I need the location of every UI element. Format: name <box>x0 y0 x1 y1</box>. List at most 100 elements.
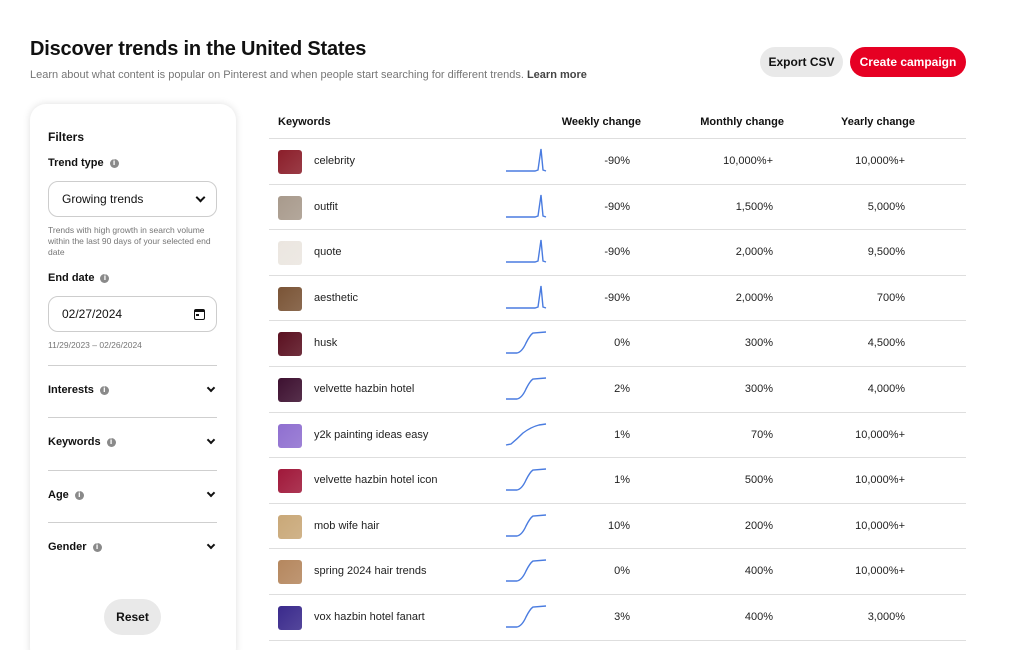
yearly-change-value: 9,500% <box>867 246 905 259</box>
yearly-change-value: 10,000%+ <box>855 474 905 487</box>
sparkline-path <box>506 468 547 491</box>
subtitle-text: Learn about what content is popular on P… <box>30 69 524 81</box>
sparkline-path <box>506 148 547 172</box>
trend-sparkline <box>506 468 547 491</box>
keyword-label[interactable]: aesthetic <box>314 291 359 304</box>
chevron-down-icon <box>206 383 216 393</box>
table-row[interactable]: aesthetic -90% 2,000% 700% <box>269 276 966 322</box>
trend-sparkline <box>506 240 547 263</box>
trend-sparkline <box>506 194 547 218</box>
accordion-interests-text: Interests <box>48 384 94 396</box>
keyword-label[interactable]: y2k painting ideas easy <box>314 428 429 441</box>
table-row[interactable]: husk 0% 300% 4,500% <box>269 321 966 367</box>
keyword-label[interactable]: outfit <box>314 200 338 213</box>
weekly-change-value: -90% <box>604 155 630 167</box>
monthly-change-value: 400% <box>744 565 773 578</box>
table-row[interactable]: vox hazbin hotel fanart 3% 400% 3,000% <box>269 595 966 641</box>
chevron-down-icon <box>206 540 216 550</box>
yearly-change-value: 4,500% <box>867 337 905 350</box>
monthly-change-value: 1,500% <box>735 200 773 213</box>
create-campaign-button[interactable]: Create campaign <box>850 47 966 77</box>
info-icon[interactable]: i <box>109 158 119 168</box>
trend-sparkline <box>506 285 547 309</box>
keyword-label[interactable]: velvette hazbin hotel <box>314 382 415 395</box>
sparkline-path <box>505 422 547 446</box>
table-row[interactable]: y2k painting ideas easy 1% 70% 10,000%+ <box>269 413 966 459</box>
header-weekly-change[interactable]: Weekly change <box>561 116 641 128</box>
trends-table: Keywords Weekly change Monthly change Ye… <box>269 106 966 641</box>
weekly-change-value: -90% <box>604 246 630 259</box>
sparkline-path <box>506 194 547 218</box>
header-keywords[interactable]: Keywords <box>278 116 331 128</box>
accordion-gender[interactable]: Gender i <box>48 540 217 553</box>
export-csv-button[interactable]: Export CSV <box>760 47 843 77</box>
keyword-thumbnail <box>278 605 302 630</box>
accordion-gender-text: Gender <box>48 541 87 553</box>
keyword-thumbnail <box>278 332 302 357</box>
chevron-down-icon <box>206 488 216 498</box>
trend-sparkline <box>506 559 547 583</box>
info-icon[interactable]: i <box>106 437 116 447</box>
sparkline-path <box>506 377 547 400</box>
weekly-change-value: 0% <box>614 337 630 350</box>
accordion-age[interactable]: Age i <box>48 488 217 501</box>
page-subtitle: Learn about what content is popular on P… <box>30 69 587 81</box>
yearly-change-value: 700% <box>876 291 905 304</box>
keyword-label[interactable]: mob wife hair <box>314 519 380 532</box>
keyword-thumbnail <box>278 377 302 402</box>
info-icon[interactable]: i <box>99 385 109 395</box>
keyword-label[interactable]: spring 2024 hair trends <box>314 565 427 578</box>
sparkline-path <box>506 559 547 583</box>
keyword-label[interactable]: vox hazbin hotel fanart <box>314 610 425 623</box>
table-row[interactable]: outfit -90% 1,500% 5,000% <box>269 185 966 231</box>
monthly-change-value: 500% <box>744 474 773 487</box>
accordion-keywords-label: Keywords i <box>48 436 116 448</box>
filters-heading: Filters <box>48 130 85 144</box>
header-yearly-change[interactable]: Yearly change <box>841 116 915 128</box>
reset-button[interactable]: Reset <box>104 599 161 635</box>
monthly-change-value: 2,000% <box>735 246 773 259</box>
yearly-change-value: 10,000%+ <box>855 428 905 441</box>
trend-type-helper: Trends with high growth in search volume… <box>48 225 211 257</box>
accordion-age-label: Age i <box>48 489 84 501</box>
keyword-label[interactable]: celebrity <box>314 155 355 167</box>
trend-type-select[interactable]: Growing trends <box>48 181 217 217</box>
table-row[interactable]: mob wife hair 10% 200% 10,000%+ <box>269 504 966 550</box>
keyword-label[interactable]: velvette hazbin hotel icon <box>314 474 438 487</box>
keyword-thumbnail <box>278 195 302 220</box>
divider <box>48 365 217 366</box>
weekly-change-value: 0% <box>614 565 630 578</box>
table-row[interactable]: quote -90% 2,000% 9,500% <box>269 230 966 276</box>
accordion-keywords[interactable]: Keywords i <box>48 435 217 448</box>
table-row[interactable]: celebrity -90% 10,000%+ 10,000%+ <box>269 139 966 185</box>
monthly-change-value: 200% <box>744 519 773 532</box>
trend-sparkline <box>506 605 547 628</box>
end-date-label: End date i <box>48 272 110 284</box>
table-row[interactable]: velvette hazbin hotel 2% 300% 4,000% <box>269 367 966 413</box>
table-body: celebrity -90% 10,000%+ 10,000%+ outfit -90% 1… <box>269 139 966 641</box>
weekly-change-value: 1% <box>614 428 630 441</box>
monthly-change-value: 400% <box>744 610 773 623</box>
end-date-input[interactable]: 02/27/2024 <box>48 296 217 332</box>
table-row[interactable]: velvette hazbin hotel icon 1% 500% 10,000%+ <box>269 458 966 504</box>
accordion-interests[interactable]: Interests i <box>48 383 217 396</box>
calendar-icon[interactable] <box>194 308 205 320</box>
keyword-thumbnail <box>278 241 302 266</box>
info-icon[interactable]: i <box>74 490 84 500</box>
header-monthly-change[interactable]: Monthly change <box>700 116 784 128</box>
monthly-change-value: 10,000%+ <box>723 155 773 167</box>
table-row[interactable]: spring 2024 hair trends 0% 400% 10,000%+ <box>269 549 966 595</box>
date-range-text: 11/29/2023 – 02/26/2024 <box>48 340 142 350</box>
keyword-label[interactable]: husk <box>314 337 338 350</box>
info-icon[interactable]: i <box>92 542 102 552</box>
filters-panel: Filters Trend type i Growing trends Tren… <box>30 104 236 650</box>
sparkline-path <box>506 331 547 355</box>
chevron-down-icon <box>195 192 206 202</box>
info-icon[interactable]: i <box>100 273 110 283</box>
keyword-label[interactable]: quote <box>314 246 342 259</box>
end-date-label-text: End date <box>48 272 95 284</box>
weekly-change-value: -90% <box>604 291 630 304</box>
sparkline-path <box>506 605 547 628</box>
weekly-change-value: 2% <box>614 382 630 395</box>
learn-more-link[interactable]: Learn more <box>526 69 587 81</box>
